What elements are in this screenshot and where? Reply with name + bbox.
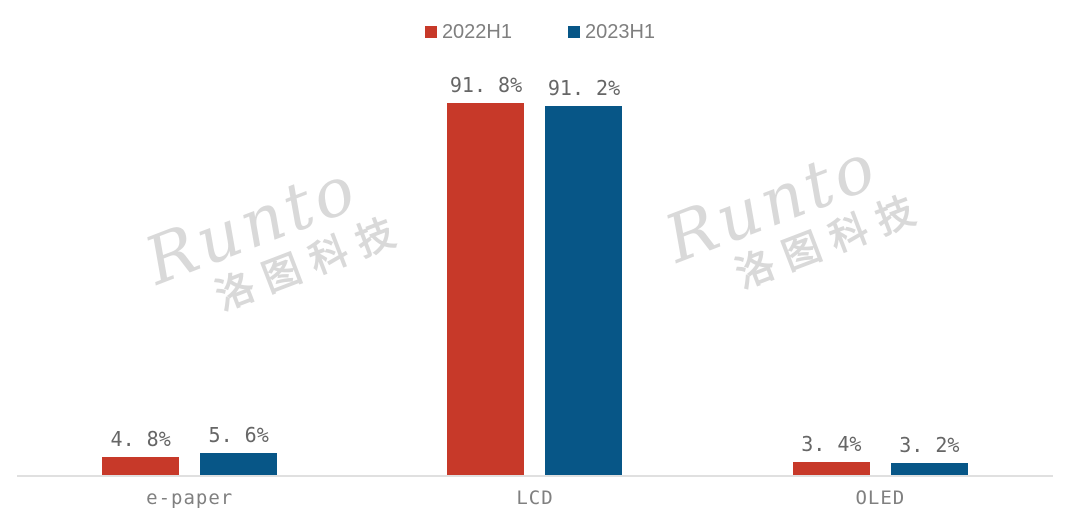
data-label-e-paper-2023H1: 5. 6% bbox=[208, 423, 269, 448]
x-axis-line bbox=[17, 475, 1053, 477]
data-label-LCD-2022H1: 91. 8% bbox=[449, 73, 523, 98]
data-label-e-paper-2022H1: 4. 8% bbox=[110, 426, 171, 451]
category-label-OLED: OLED bbox=[855, 487, 906, 509]
x-axis-category-labels: e-paper LCD OLED bbox=[17, 487, 1053, 509]
bar-e-paper-2023H1: 5. 6% bbox=[200, 425, 278, 476]
bar-group-e-paper: 4. 8% 5. 6% bbox=[17, 425, 362, 476]
bar-OLED-2023H1: 3. 2% bbox=[890, 435, 968, 476]
bar-LCD-2022H1: 91. 8% bbox=[447, 75, 525, 476]
category-label-LCD: LCD bbox=[516, 487, 554, 509]
data-label-OLED-2022H1: 3. 4% bbox=[801, 432, 862, 457]
plot-area: 4. 8% 5. 6% 91. 8% 91. 2% 3. 4% 3. 2% bbox=[17, 75, 1053, 476]
legend-swatch-2023H1 bbox=[568, 26, 580, 38]
bar-LCD-2023H1: 91. 2% bbox=[545, 78, 623, 476]
bar-group-LCD: 91. 8% 91. 2% bbox=[362, 75, 707, 476]
legend-label: 2023H1 bbox=[585, 21, 656, 43]
data-label-LCD-2023H1: 91. 2% bbox=[547, 75, 621, 100]
data-label-OLED-2023H1: 3. 2% bbox=[899, 433, 960, 457]
category-label-e-paper: e-paper bbox=[146, 487, 234, 509]
bar-group-OLED: 3. 4% 3. 2% bbox=[708, 434, 1053, 476]
bar-OLED-2022H1: 3. 4% bbox=[792, 434, 870, 476]
legend-label: 2022H1 bbox=[441, 21, 512, 43]
legend-swatch-2022H1 bbox=[424, 26, 437, 38]
bar-e-paper-2022H1: 4. 8% bbox=[102, 429, 180, 476]
legend-item-2023H1: 2023H1 bbox=[568, 22, 655, 42]
legend-item-2022H1: 2022H1 bbox=[424, 21, 512, 43]
chart-legend: 2022H1 2023H1 bbox=[0, 22, 1080, 42]
